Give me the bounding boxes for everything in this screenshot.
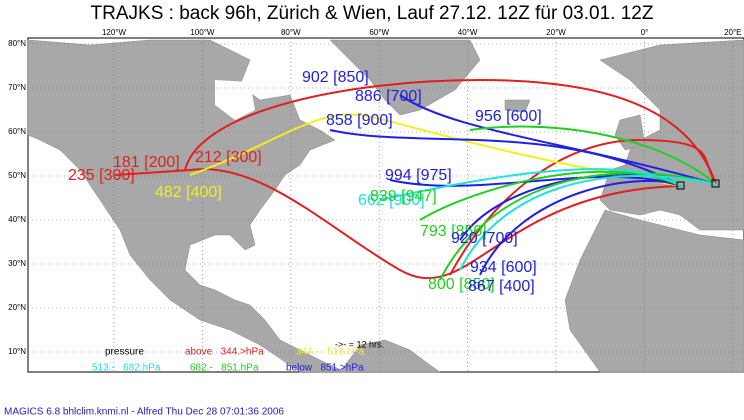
legend-item: 682.- 851.hPa	[190, 363, 259, 374]
trajectory-label: 212 [300]	[195, 149, 262, 166]
trajectory-label: 902 [850]	[302, 69, 369, 86]
zurich-marker	[676, 181, 685, 190]
lat-label: 80°N	[8, 39, 26, 48]
trajectory-label: 934 [600]	[470, 259, 537, 276]
trajectory-label: 867 [400]	[468, 278, 535, 295]
trajectory-label: 956 [600]	[475, 108, 542, 125]
lon-label: 120°W	[102, 28, 127, 37]
lon-label: 80°W	[281, 28, 301, 37]
wien-marker	[711, 179, 720, 188]
lat-label: 40°N	[8, 215, 26, 224]
legend-item: 344.- 513.hPa	[296, 347, 365, 358]
legend-item: below 851.>hPa	[286, 363, 364, 374]
trajectory-label: 839 [947]	[370, 188, 437, 205]
legend-item: 513.- 682.hPa	[92, 363, 161, 374]
trajectory-label: 858 [900]	[326, 112, 393, 129]
lon-label: 20°W	[546, 28, 566, 37]
trajectory-label: 181 [200]	[113, 154, 180, 171]
trajectory-label: 994 [975]	[385, 167, 452, 184]
trajectory-label: 793 [850]	[420, 223, 487, 240]
lat-label: 10°N	[8, 347, 26, 356]
trajectories	[114, 78, 717, 281]
arrow-note: ->- = 12 hrs.	[335, 339, 384, 349]
lat-label: 60°N	[8, 127, 26, 136]
lon-label: 40°W	[458, 28, 478, 37]
lon-label: 60°W	[369, 28, 389, 37]
trajectory-label: 920 [700]	[451, 230, 518, 247]
lon-label: 0°	[641, 28, 649, 37]
trajectory-label: 800 [850]	[428, 276, 495, 293]
legend-title: pressure	[105, 347, 144, 358]
title: TRAJKS : back 96h, Zürich & Wien, Lauf 2…	[91, 3, 654, 24]
trajectory-label: 662 [900]	[358, 192, 425, 209]
lon-label: 100°W	[190, 28, 215, 37]
lat-label: 50°N	[8, 171, 26, 180]
lat-label: 30°N	[8, 259, 26, 268]
legend-item: above 344.>hPa	[185, 347, 264, 358]
lon-label: 20°E	[724, 28, 741, 37]
trajectory-label: 482 [400]	[155, 184, 222, 201]
trajectory-label: 886 [700]	[355, 88, 422, 105]
lat-label: 20°N	[8, 303, 26, 312]
lat-label: 70°N	[8, 83, 26, 92]
hudson-bay	[215, 80, 255, 120]
trajectory-label: 235 [300]	[68, 167, 135, 184]
footer: MAGICS 6.8 bhlclim.knmi.nl - Alfred Thu …	[4, 407, 284, 418]
